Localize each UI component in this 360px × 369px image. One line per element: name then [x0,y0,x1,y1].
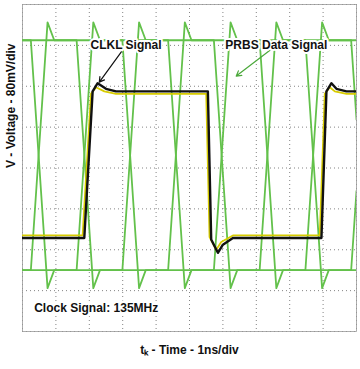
svg-text:CLKL Signal: CLKL Signal [90,38,161,52]
svg-text:PRBS Data Signal: PRBS Data Signal [225,38,327,52]
svg-text:tₖ - Time - 1ns/div: tₖ - Time - 1ns/div [140,343,239,357]
svg-text:Clock Signal: 135MHz: Clock Signal: 135MHz [34,301,158,315]
svg-text:V - Voltage - 80mV/div: V - Voltage - 80mV/div [4,43,18,168]
